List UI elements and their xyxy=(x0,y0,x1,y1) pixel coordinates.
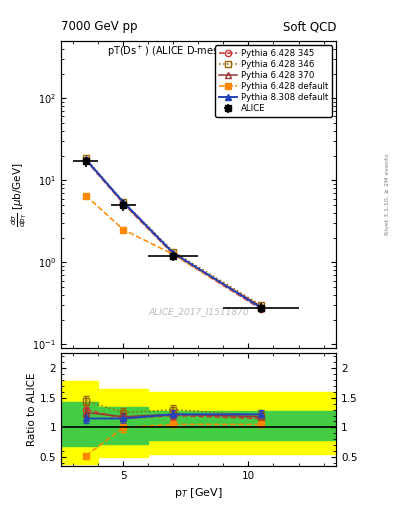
Pythia 6.428 370 xyxy=(84,157,88,163)
Text: 7000 GeV pp: 7000 GeV pp xyxy=(61,20,138,33)
Y-axis label: Ratio to ALICE: Ratio to ALICE xyxy=(27,373,37,446)
Line: Pythia 6.428 370: Pythia 6.428 370 xyxy=(83,157,264,310)
Pythia 6.428 345 xyxy=(84,157,88,163)
Line: Pythia 6.428 default: Pythia 6.428 default xyxy=(83,193,264,311)
Pythia 6.428 default xyxy=(84,193,88,199)
Pythia 6.428 default xyxy=(121,227,126,233)
Line: Pythia 8.308 default: Pythia 8.308 default xyxy=(83,156,264,311)
Pythia 6.428 default xyxy=(171,251,176,258)
Text: Soft QCD: Soft QCD xyxy=(283,20,336,33)
Pythia 6.428 370 xyxy=(259,304,263,310)
Pythia 8.308 default xyxy=(259,305,263,311)
X-axis label: p$_T$ [GeV]: p$_T$ [GeV] xyxy=(174,486,223,500)
Pythia 6.428 345 xyxy=(171,251,176,258)
Line: Pythia 6.428 346: Pythia 6.428 346 xyxy=(83,155,264,308)
Text: pT(Ds$^+$) (ALICE D-meson production): pT(Ds$^+$) (ALICE D-meson production) xyxy=(107,44,290,59)
Pythia 8.308 default xyxy=(84,156,88,162)
Pythia 6.428 346 xyxy=(121,199,126,205)
Pythia 6.428 default xyxy=(259,305,263,311)
Pythia 6.428 345 xyxy=(121,201,126,207)
Pythia 6.428 346 xyxy=(171,249,176,255)
Pythia 8.308 default xyxy=(171,250,176,256)
Pythia 6.428 345 xyxy=(259,306,263,312)
Line: Pythia 6.428 345: Pythia 6.428 345 xyxy=(83,157,264,312)
Y-axis label: $\frac{d\sigma}{dp_T}$ [$\mu$b/GeV]: $\frac{d\sigma}{dp_T}$ [$\mu$b/GeV] xyxy=(10,162,29,227)
Pythia 6.428 346 xyxy=(259,302,263,308)
Text: Rivet 3.1.10, ≥ 2M events: Rivet 3.1.10, ≥ 2M events xyxy=(385,154,389,236)
Pythia 6.428 346 xyxy=(84,155,88,161)
Pythia 6.428 370 xyxy=(121,200,126,206)
Pythia 6.428 370 xyxy=(171,250,176,257)
Legend: Pythia 6.428 345, Pythia 6.428 346, Pythia 6.428 370, Pythia 6.428 default, Pyth: Pythia 6.428 345, Pythia 6.428 346, Pyth… xyxy=(215,45,332,117)
Text: ALICE_2017_I1511870: ALICE_2017_I1511870 xyxy=(148,307,249,316)
Pythia 8.308 default xyxy=(121,199,126,205)
